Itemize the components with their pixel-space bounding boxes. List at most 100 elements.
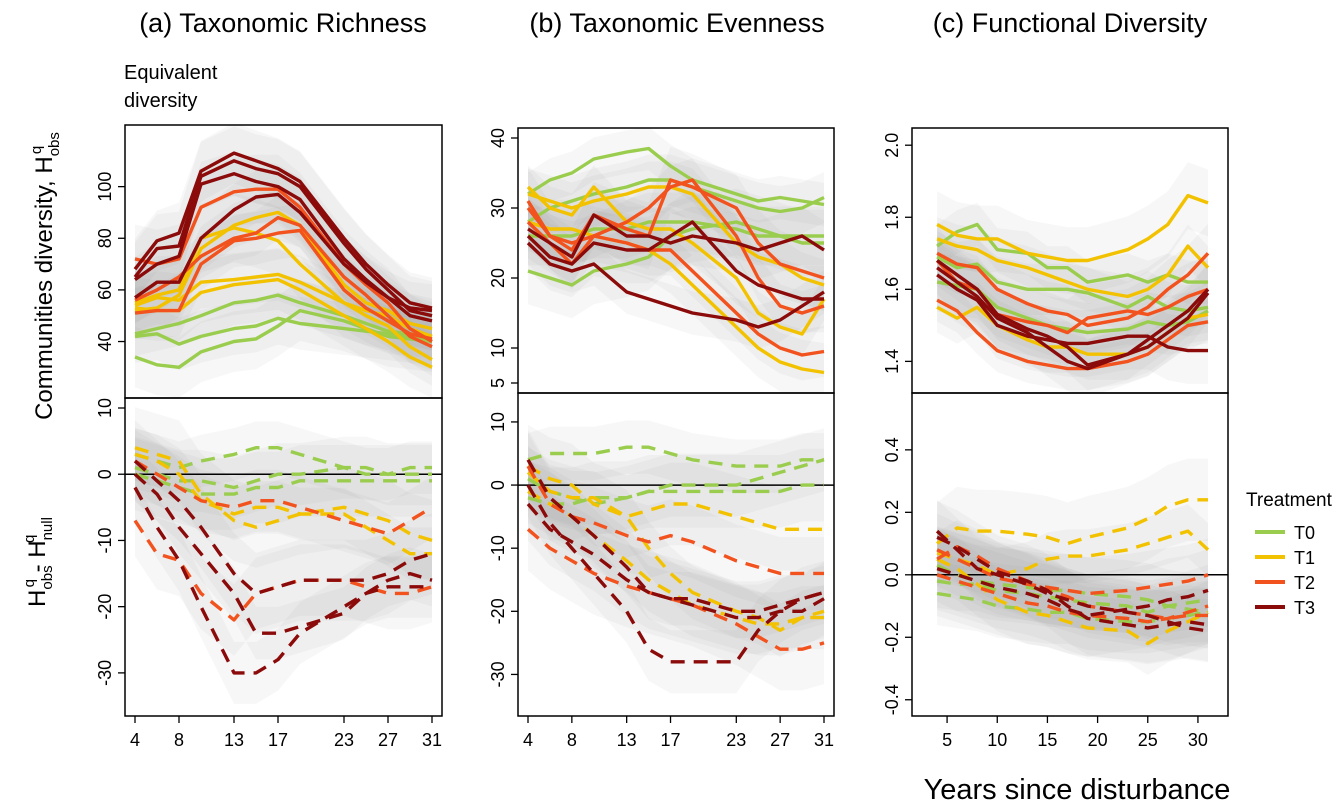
y-tick-label: 100 [95,172,115,202]
panel-title-c: (c) Functional Diversity [933,8,1208,38]
legend-label-t2: T2 [1294,573,1315,593]
series-line-t3 [526,484,825,664]
series-line-t1 [134,272,433,362]
x-tick-label: 25 [1138,730,1158,750]
null-envelope-t1 [528,165,824,356]
series-line-t3 [527,213,825,259]
null-envelope-t3 [528,433,824,638]
null-envelope-t1 [528,192,824,393]
null-envelope-t2 [135,195,432,369]
series-line-t0 [527,483,824,506]
y-tick-label: -30 [488,661,508,687]
panel-title-a: (a) Taxonomic Richness [139,8,427,38]
plot-area-c-top [935,162,1210,393]
series-line-t1 [134,452,432,556]
null-envelope-t1 [135,249,432,398]
series-line-t3 [133,459,433,596]
series-line-t1 [936,193,1209,263]
y-tick-label: 60 [95,280,115,300]
null-envelope-t3 [135,456,432,704]
equivalent-diversity-note-line2: diversity [124,90,197,112]
null-envelope-t2 [528,146,824,312]
series-line-t2 [936,298,1209,371]
y-tick-label: 30 [488,198,508,218]
series-line-t0 [527,445,824,468]
y-tick-label: 40 [488,128,508,148]
series-line-t3 [936,535,1209,630]
series-line-t3 [526,220,824,301]
panel-title-b: (b) Taxonomic Evenness [529,8,824,38]
null-envelope-t2 [528,196,824,381]
null-envelope-t1 [528,459,824,656]
x-tick-label: 27 [378,730,398,750]
y-tick-label: 10 [488,338,508,358]
series-line-t3 [133,486,432,675]
equivalent-diversity-note-line1: Equivalent [124,62,218,84]
series-line-t2 [936,251,1210,328]
null-envelope-t3 [528,467,824,654]
null-envelope-t0 [528,128,824,227]
null-envelope-t2 [135,430,432,565]
null-envelope-t0 [135,436,432,519]
null-envelope-t0 [135,438,432,530]
legend: Treatment T0 T1 T2 T3 [1246,490,1333,618]
series-line-t2 [526,528,825,651]
x-tick-label: 8 [567,730,577,750]
series-line-t2 [134,228,433,341]
plot-area-c-bottom [912,458,1228,675]
plot-panel-b-bottom: -30 -20 -10 0 10 4 8 13 17 23 27 31 [488,392,835,750]
null-envelope-t3 [135,448,432,660]
null-envelope-t3 [135,151,432,344]
series-line-t0 [134,308,433,369]
series-line-t3 [526,241,825,329]
null-envelope-t0 [135,421,432,501]
null-envelope-t2 [135,484,432,656]
series-line-t2 [134,187,433,343]
legend-label-t1: T1 [1294,548,1315,568]
series-line-t2 [936,548,1209,596]
plot-panel-a-bottom: -30 -20 -10 0 10 4 8 13 17 23 27 31 [95,397,443,750]
x-tick-label: 30 [1188,730,1208,750]
null-envelope-t3 [528,453,824,694]
series-line-t0 [134,465,432,490]
x-tick-label: 23 [334,730,354,750]
series-line-t3 [133,472,433,635]
legend-label-t0: T0 [1294,523,1315,543]
y-tick-label: 1.4 [882,349,902,374]
y-tick-label: 2.0 [882,133,902,158]
plot-panel-c-top: 1.4 1.6 1.8 2.0 [882,127,1229,394]
series-line-t0 [134,293,433,339]
x-tick-label: 13 [617,730,637,750]
y-tick-label: 0.4 [882,437,902,462]
x-tick-label: 13 [224,730,244,750]
series-line-t2 [936,545,1208,621]
y-tick-label: -30 [95,660,115,686]
null-envelope-t3 [937,235,1208,391]
x-tick-label: 20 [1088,730,1108,750]
y-tick-label: -20 [95,594,115,620]
y-tick-label: 0.2 [882,500,902,525]
series-line-t1 [936,557,1209,646]
series-line-t1 [936,237,1210,299]
y-tick-label: -20 [488,598,508,624]
x-tick-label: 4 [523,730,533,750]
series-line-t1 [526,471,825,632]
y-tick-label: 1.8 [882,205,902,230]
plot-panel-a-top: 40 60 80 100 [95,124,443,399]
null-envelope-t3 [528,188,824,333]
series-line-t3 [936,259,1210,367]
y-tick-label: 20 [488,268,508,288]
null-envelope-t1 [135,407,432,581]
null-envelope-t2 [937,513,1208,630]
x-tick-label: 15 [1037,730,1057,750]
x-axis-label: Years since disturbance [924,774,1231,806]
y-tick-label: -0.4 [882,684,902,715]
y-axis-label-bottom: Hobsq - Hnullq [21,517,56,607]
x-tick-label: 23 [726,730,746,750]
x-tick-label: 5 [942,730,952,750]
series-line-t1 [936,529,1210,577]
x-tick-label: 27 [770,730,790,750]
x-tick-label: 17 [661,730,681,750]
null-envelope-t1 [937,458,1208,585]
panel-frame [124,397,443,717]
